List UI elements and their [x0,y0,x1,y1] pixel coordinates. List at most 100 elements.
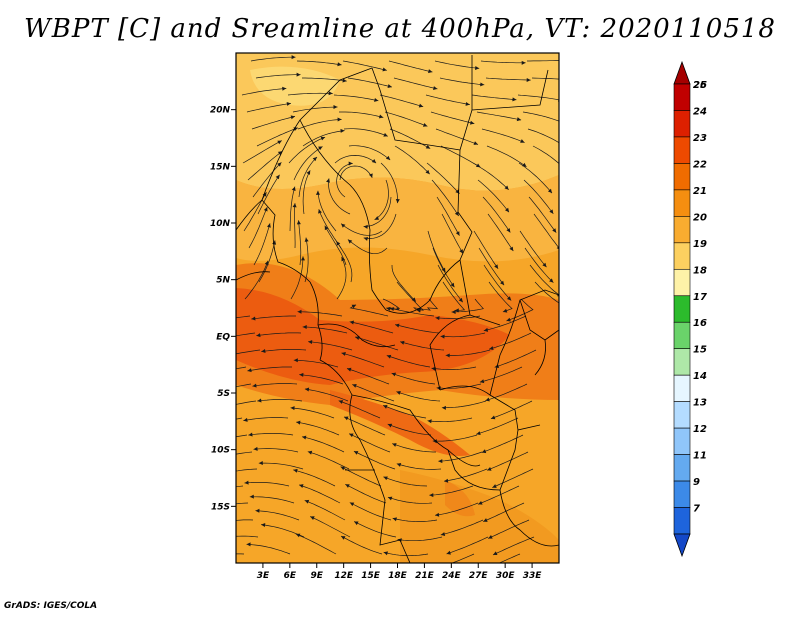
streamline-arrowhead [338,400,344,404]
streamline-arrowhead [504,207,509,213]
streamline-arrowhead [483,327,489,332]
streamline [293,359,339,368]
streamline-arrowhead [345,484,350,488]
streamline-arrowhead [469,120,475,125]
border-line-21 [534,339,546,376]
streamline [292,106,338,113]
lon-tick-label: 27E [469,571,489,581]
streamline-arrowhead [249,494,254,499]
streamline [348,433,391,453]
streamline-arrowhead [383,405,388,409]
streamline-arrowhead [290,406,295,411]
lon-tick-label: 18E [388,571,408,581]
streamline [243,417,289,421]
streamline [253,448,299,453]
colorbar-label: 21 [693,186,707,197]
streamline [349,321,394,334]
streamline [388,60,433,73]
streamline-arrowhead [264,260,269,266]
streamline-arrowhead [208,457,213,462]
colorbar-label: 7 [693,504,700,515]
streamline [432,434,478,442]
streamline-arrowhead [333,104,338,109]
streamline [382,405,427,419]
colorbar-label: 20 [693,212,707,223]
streamline [483,502,525,522]
streamline-arrowhead [520,139,525,143]
streamline-arrowhead [282,86,287,91]
streamline-arrowhead [493,551,498,556]
lon-tick-label: 30E [496,571,516,581]
streamline-arrowhead [428,69,433,74]
streamline [393,77,438,90]
streamline [476,417,519,435]
streamline [251,315,296,320]
streamline [246,103,291,113]
streamline-arrowhead [506,296,512,301]
colorbar-label: 9 [693,477,700,488]
streamline [436,383,482,389]
streamline [343,128,388,137]
streamline [395,324,440,334]
streamline [488,281,513,313]
streamline-arrowhead [320,136,326,141]
streamline-arrowhead [336,241,341,246]
colorbar-swatch [673,163,691,191]
streamline-arrowhead [489,346,494,351]
streamline [339,111,384,118]
streamline [386,355,431,368]
streamline-arrowhead [383,476,388,481]
streamline [396,391,441,402]
streamline [302,170,311,215]
streamline-arrowhead [383,132,388,137]
streamline [519,230,547,268]
streamline [486,145,527,168]
streamline-arrowhead [253,446,258,451]
colorbar-top-arrow [673,60,691,85]
streamline [236,502,249,505]
streamline-arrowhead [391,372,397,377]
streamline-arrowhead [326,178,330,183]
colorbar-swatch [673,321,691,350]
streamline [236,434,248,438]
streamline-arrowhead [411,297,416,302]
streamline [434,502,479,516]
streamline [438,451,483,462]
streamline-arrowhead [308,339,313,344]
streamline [298,156,318,198]
streamline-arrowhead [386,354,392,359]
streamline-arrowhead [351,304,357,309]
streamline-arrowhead [425,144,431,149]
border-line-1 [236,199,311,283]
border-line-13 [499,489,559,547]
streamline [487,213,514,252]
streamline-arrowhead [475,66,480,71]
streamline [483,264,512,301]
streamline-arrowhead [374,97,379,102]
streamline-arrowhead [203,441,208,446]
colorbar-label: 12 [693,424,707,435]
streamline-arrowhead [293,468,298,473]
streamline-arrowhead [199,491,204,496]
streamline [340,535,383,555]
lat-tick-label: 5N [216,276,230,286]
streamline [304,500,346,521]
lat-tick-label: 15N [210,162,231,172]
map-title: WBPT [C] and Sreamline at 400hPa, VT: 20… [24,14,776,44]
streamline [247,366,292,372]
streamline [478,247,505,286]
streamline [383,551,429,557]
streamline-arrowhead [302,435,307,440]
streamline-arrowhead [306,170,311,175]
streamline-arrowhead [387,84,392,88]
streamline-arrowhead [247,368,252,373]
streamline-arrowhead [261,523,266,527]
streamline [477,179,510,213]
streamline-arrowhead [552,228,557,233]
colorbar-swatch [673,110,691,138]
border-line-20 [519,299,559,341]
streamline-arrowhead [440,334,445,339]
border-line-10 [319,359,401,546]
streamline [425,94,470,105]
streamline-arrowhead [418,103,424,108]
